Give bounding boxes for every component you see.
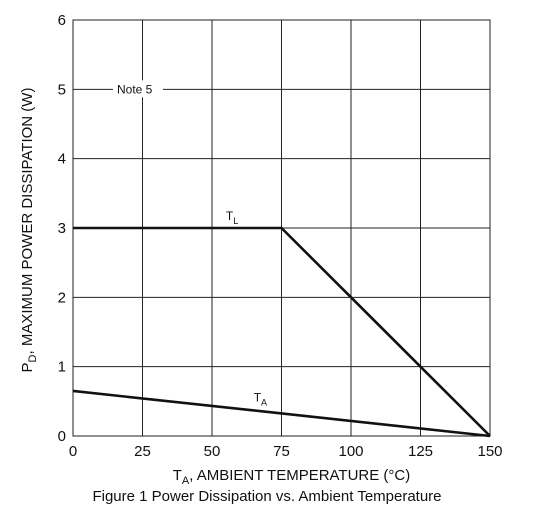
- x-tick-label-50: 50: [204, 443, 221, 460]
- x-axis-subscript: A: [182, 475, 190, 487]
- series-line-ta: [72, 389, 491, 438]
- x-axis-text: , AMBIENT TEMPERATURE (°C): [189, 467, 410, 484]
- y-tick-label-3: 3: [58, 220, 66, 237]
- y-tick-label-1: 1: [58, 359, 66, 376]
- note-background: [113, 80, 163, 98]
- y-tick-label-2: 2: [58, 289, 66, 306]
- x-tick-label-150: 150: [477, 443, 502, 460]
- x-axis-title: TA, AMBIENT TEMPERATURE (°C): [173, 467, 411, 487]
- x-tick-label-100: 100: [338, 443, 363, 460]
- y-axis-text: , MAXIMUM POWER DISSIPATION (W): [19, 88, 36, 355]
- y-axis-symbol: P: [19, 362, 36, 372]
- series-lines: TL TA: [72, 209, 491, 438]
- note-label: Note 5: [117, 82, 153, 96]
- x-tick-label-25: 25: [134, 443, 151, 460]
- tick-labels: 0 25 50 75 100 125 150 0 1 2 3 4 5 6: [58, 12, 503, 460]
- note-annotation: Note 5: [113, 80, 163, 98]
- y-tick-label-5: 5: [58, 81, 66, 98]
- x-tick-label-125: 125: [408, 443, 433, 460]
- y-axis-subscript: D: [27, 354, 39, 362]
- series-label-ta: TA: [254, 391, 267, 408]
- x-axis-symbol: T: [173, 467, 182, 484]
- y-tick-label-6: 6: [58, 12, 66, 29]
- y-tick-label-0: 0: [58, 428, 66, 445]
- x-tick-label-0: 0: [69, 443, 77, 460]
- y-tick-label-4: 4: [58, 151, 66, 168]
- figure-caption: Figure 1 Power Dissipation vs. Ambient T…: [92, 488, 442, 505]
- series-line-tl: [73, 226, 491, 437]
- x-tick-label-75: 75: [273, 443, 290, 460]
- y-axis-title: PD, MAXIMUM POWER DISSIPATION (W): [19, 88, 39, 373]
- series-label-tl: TL: [226, 209, 238, 226]
